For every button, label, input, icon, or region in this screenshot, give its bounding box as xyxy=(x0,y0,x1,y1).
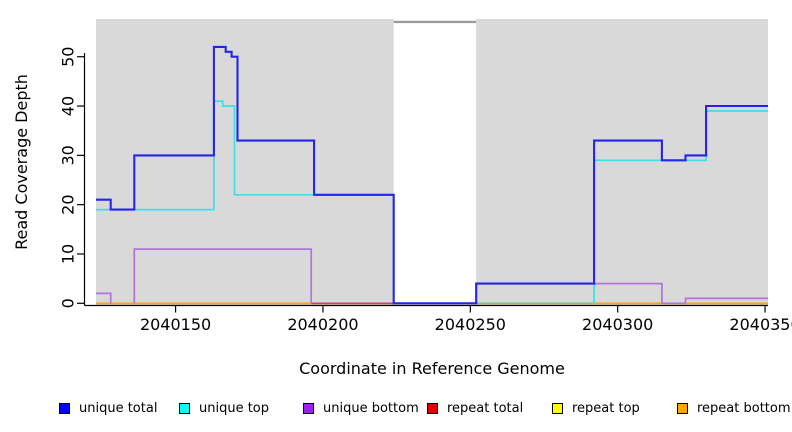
legend-swatch xyxy=(552,402,563,414)
y-tick-label: 30 xyxy=(59,145,78,165)
legend-label: unique bottom xyxy=(323,400,419,416)
legend-swatch xyxy=(179,402,190,414)
y-tick-label: 20 xyxy=(59,194,78,214)
legend-label: repeat bottom xyxy=(697,400,791,416)
legend-swatch xyxy=(303,402,314,414)
y-tick-label: 10 xyxy=(59,244,78,264)
y-tick-label: 0 xyxy=(59,298,78,308)
unique-bottom-line xyxy=(96,292,112,304)
gap-top-line xyxy=(393,20,477,24)
y-tick-label: 40 xyxy=(59,96,78,116)
x-axis-title: Coordinate in Reference Genome xyxy=(299,359,565,378)
x-tick-label: 2040350 xyxy=(729,315,792,334)
legend-label: unique total xyxy=(79,400,158,416)
unique-bottom-line xyxy=(133,248,313,304)
legend-label: repeat top xyxy=(572,400,640,416)
x-tick-label: 2040200 xyxy=(287,315,358,334)
legend-item-repeat-total: repeat total xyxy=(427,397,523,419)
unique-total-line xyxy=(96,45,768,305)
legend-swatch xyxy=(677,402,688,414)
legend: unique total unique top unique bottom repea… xyxy=(0,397,792,423)
legend-label: repeat total xyxy=(447,400,524,416)
legend-item-unique-top: unique top xyxy=(179,397,269,419)
legend-item-unique-bottom: unique bottom xyxy=(303,397,419,419)
legend-item-repeat-bottom: repeat bottom xyxy=(677,397,791,419)
y-tick-label: 50 xyxy=(59,47,78,67)
x-tick-label: 2040250 xyxy=(435,315,506,334)
x-tick-label: 2040300 xyxy=(582,315,653,334)
x-tick-label: 2040150 xyxy=(140,315,211,334)
y-axis-title: Read Coverage Depth xyxy=(12,74,31,250)
legend-label: unique top xyxy=(199,400,270,416)
no-data-gap xyxy=(393,19,477,305)
legend-item-repeat-top: repeat top xyxy=(552,397,640,419)
legend-swatch xyxy=(427,402,438,414)
plot-area: 0 10 20 30 40 50 2040150 2040200 2040250 2040300 2… xyxy=(12,19,792,378)
legend-item-unique-total: unique total xyxy=(59,397,157,419)
legend-swatch xyxy=(59,402,70,414)
